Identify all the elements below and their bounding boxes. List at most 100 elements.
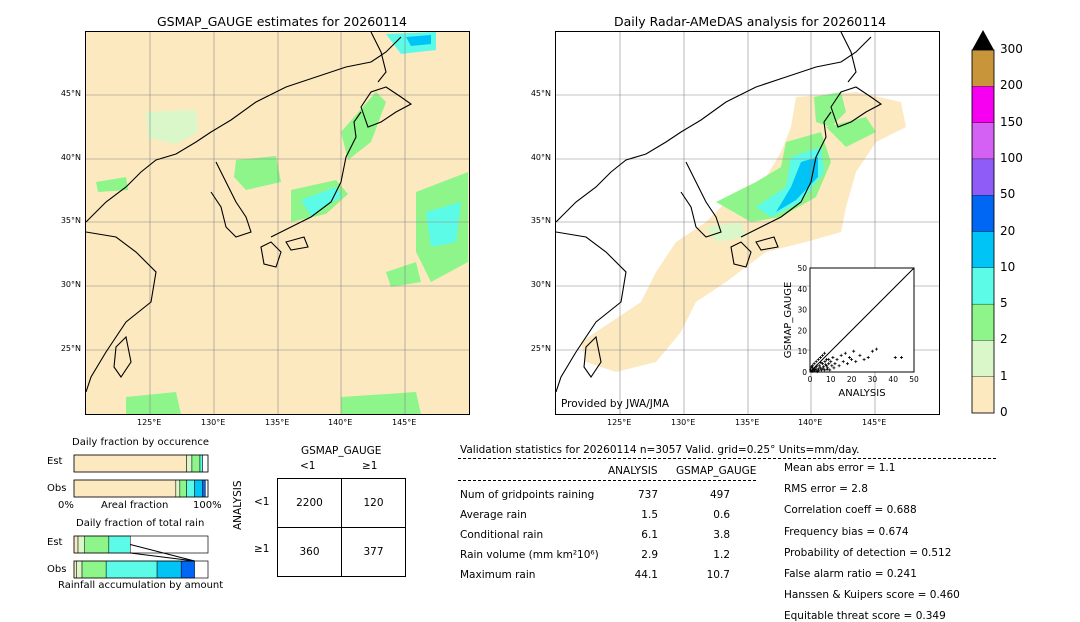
bar-segment [156, 560, 182, 579]
stat-gsmap-value: 3.8 [713, 529, 730, 541]
contingency-row-ge1: ≥1 [254, 543, 270, 555]
scatter-point [812, 362, 816, 366]
scatter-x-tick: 50 [909, 375, 919, 384]
colorbar-segment [971, 122, 995, 160]
bar-segment [73, 535, 79, 554]
total-rain-xlabel: Rainfall accumulation by amount [58, 580, 224, 591]
rain-patch [341, 392, 421, 414]
scatter-point [830, 364, 834, 368]
scatter-point [820, 362, 824, 366]
scatter-point [826, 366, 830, 370]
cell-hit-neg: 2200 [277, 478, 342, 528]
colorbar-tick-label: 1 [1000, 368, 1008, 383]
colorbar-tick-label: 300 [1000, 42, 1023, 56]
bar-segment [205, 479, 209, 498]
scatter-xlabel: ANALYSIS [838, 388, 885, 399]
colorbar-tick-label: 200 [1000, 78, 1023, 93]
bar-frame [73, 479, 209, 498]
scatter-point [870, 349, 874, 353]
occurrence-est-label: Est [47, 456, 63, 467]
scatter-point [827, 362, 831, 366]
bar-segment [202, 479, 206, 498]
scatter-point [829, 360, 833, 364]
rain-patch [406, 35, 431, 46]
stat-label: Num of gridpoints raining [460, 489, 595, 501]
colorbar-tick-label: 100 [1000, 150, 1023, 165]
coastline-kyushu [260, 241, 282, 268]
score-line: Hanssen & Kuipers score = 0.460 [784, 589, 960, 602]
coastline-honshu [270, 111, 362, 238]
scatter-point [817, 368, 821, 372]
lon-label: 135°E [265, 418, 290, 427]
bar-segment [186, 454, 193, 473]
occurrence-xlabel: Areal fraction [101, 500, 169, 511]
occurrence-title: Daily fraction by occurence [72, 437, 210, 448]
bar-segment [194, 479, 203, 498]
scatter-point [852, 349, 856, 353]
rain-patch [301, 187, 342, 216]
colorbar-segment [971, 86, 995, 123]
scatter-point [819, 361, 823, 365]
bar-segment [191, 454, 201, 473]
scatter-point [831, 355, 835, 359]
scatter-point [850, 358, 854, 362]
total-rain-bars [73, 532, 209, 582]
scatter-point [862, 358, 866, 362]
provider-credit: Provided by JWA/JMA [561, 398, 670, 410]
coastline-taiwan [583, 335, 602, 378]
scatter-point [839, 353, 843, 357]
scatter-point [854, 360, 858, 364]
lon-label: 140°E [798, 418, 823, 427]
stat-gsmap-value: 10.7 [706, 569, 730, 581]
rain-patch [426, 202, 461, 247]
scatter-point [823, 360, 827, 364]
lon-label: 145°E [392, 418, 417, 427]
contingency-row-axis: ANALYSIS [232, 480, 244, 530]
stat-analysis-value: 737 [637, 489, 658, 501]
scatter-point [827, 358, 831, 362]
colorbar-tick-label: 10 [1000, 259, 1016, 274]
bar-segment [73, 454, 187, 473]
stat-analysis-value: 6.1 [641, 529, 658, 541]
scatter-point [825, 364, 829, 368]
scatter-point [818, 366, 822, 370]
cell-hit: 377 [341, 527, 406, 577]
contingency-row-lt1: <1 [254, 496, 270, 508]
coastline-asia [86, 36, 402, 223]
bar-connector [130, 552, 195, 562]
scatter-point [837, 364, 841, 368]
contingency-table: 2200 120 360 377 [277, 478, 406, 577]
bar-segment [73, 479, 177, 498]
scatter-point [823, 351, 827, 355]
scatter-y-tick: 30 [797, 306, 807, 315]
colorbar-tick-label: 20 [1000, 223, 1016, 238]
colorbar-segment [971, 49, 995, 87]
colorbar-tick-label: 50 [1000, 187, 1016, 202]
colorbar-tick-label: 0 [1000, 405, 1008, 419]
scatter-point [825, 368, 829, 372]
scatter-point [816, 358, 820, 362]
colorbar-tick-label: 2 [1000, 332, 1008, 347]
bar-frame [73, 535, 209, 554]
coastline-asia [556, 36, 872, 223]
scatter-point [858, 353, 862, 357]
colorbar-tick-label: 150 [1000, 114, 1023, 129]
coastline-hokkaido [830, 86, 883, 128]
scatter-ylabel: GSMAP_GAUGE [783, 282, 794, 359]
coastline-sakhalin [370, 32, 387, 83]
lon-label: 145°E [862, 418, 887, 427]
rain-patch [814, 92, 846, 127]
contingency-title: GSMAP_GAUGE [301, 445, 382, 457]
diagonal-line [809, 267, 915, 373]
scatter-point [816, 367, 820, 371]
scatter-point [822, 365, 826, 369]
occurrence-tick-100: 100% [193, 500, 222, 511]
scatter-point [821, 367, 825, 371]
colorbar-segment [971, 376, 995, 414]
lat-label: 45°N [60, 89, 81, 98]
coastline-sakhalin [840, 32, 857, 83]
score-line: False alarm ratio = 0.241 [784, 568, 917, 580]
stat-label: Maximum rain [460, 569, 536, 581]
coastline-honshu [740, 111, 832, 238]
scatter-point [875, 347, 879, 351]
